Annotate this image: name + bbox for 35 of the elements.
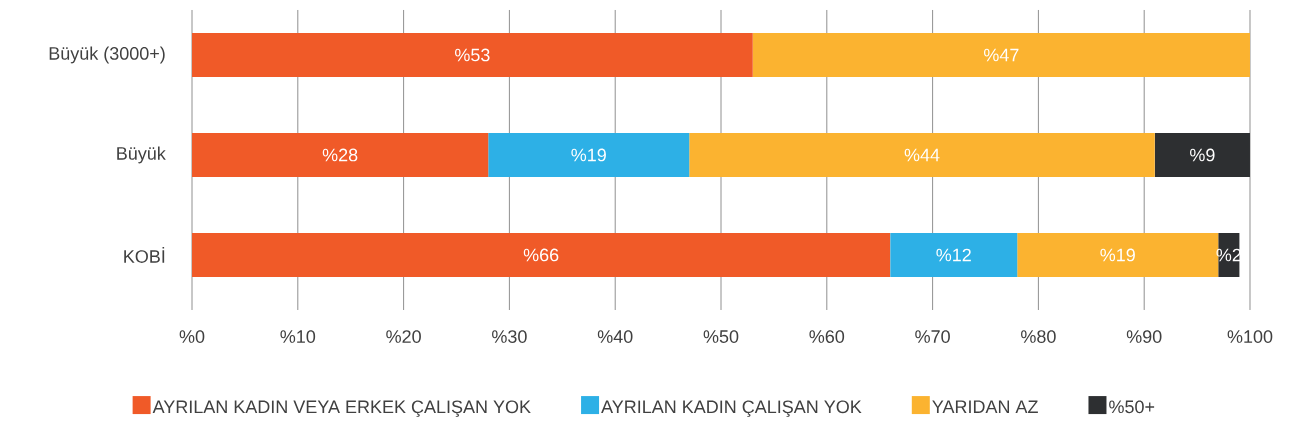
legend-label: %50+	[1109, 400, 1155, 414]
y-tick-label: KOBİ	[124, 247, 165, 263]
x-tick-label: %20	[386, 330, 421, 343]
data-label: %19	[571, 148, 606, 162]
bar	[488, 133, 690, 177]
data-label: %66	[523, 248, 559, 262]
legend-label: YARIDAN AZ	[932, 400, 1038, 413]
x-tick-label: %50	[703, 330, 739, 343]
legend-label: AYRILAN KADIN VEYA ERKEK ÇALIŞAN YOK	[152, 400, 531, 417]
data-label: %53	[455, 48, 490, 62]
data-label: %28	[322, 148, 358, 162]
data-label: %44	[904, 148, 940, 162]
data-label: %19	[1100, 248, 1135, 262]
x-tick-label: %80	[1021, 330, 1056, 343]
bar	[752, 33, 1250, 77]
data-label: %9	[1190, 148, 1215, 162]
y-tick-label: Büyük (3000+)	[49, 46, 165, 64]
x-tick-label: %10	[280, 330, 316, 343]
x-tick-label: %0	[179, 330, 205, 343]
x-tick-label: %30	[492, 330, 527, 343]
bar	[1154, 133, 1250, 177]
bar	[689, 133, 1155, 177]
data-label: %12	[936, 248, 971, 262]
bar	[192, 133, 489, 177]
x-tick-label: %100	[1227, 330, 1273, 343]
bar	[890, 232, 1018, 277]
x-tick-label: %70	[915, 330, 950, 343]
x-tick-label: %60	[809, 330, 845, 343]
legend-label: AYRILAN KADIN ÇALIŞAN YOK	[601, 400, 862, 417]
data-label: %47	[984, 48, 1019, 62]
bar	[192, 232, 891, 277]
y-tick-label: Büyük	[117, 146, 166, 164]
x-tick-label: %90	[1126, 330, 1162, 343]
bar	[192, 33, 753, 77]
x-tick-label: %40	[597, 330, 633, 343]
